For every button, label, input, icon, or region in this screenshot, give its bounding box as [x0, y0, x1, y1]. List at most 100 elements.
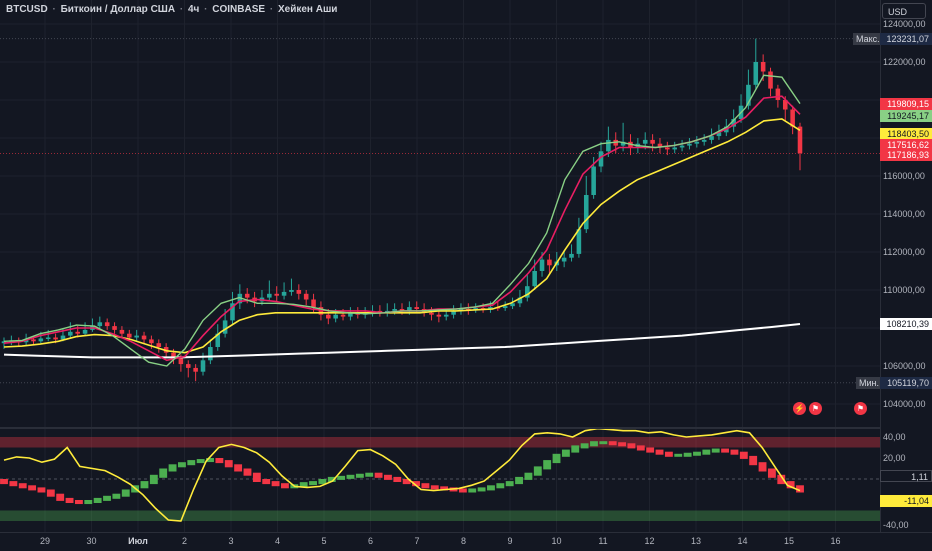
candle-body [45, 337, 51, 339]
price-tag: 108210,39 [880, 318, 932, 330]
candle-body [326, 314, 331, 319]
time-axis-label: 2 [181, 536, 188, 546]
candle-body [222, 320, 228, 334]
osc-tick-label: 20,00 [883, 453, 906, 463]
legend-symbol[interactable]: BTCUSD [6, 4, 48, 15]
currency-button[interactable]: USD [882, 3, 926, 19]
candle-body [311, 299, 316, 308]
candle-body [134, 335, 139, 338]
osc-histogram-bar [56, 493, 65, 501]
osc-histogram-bar [533, 466, 542, 476]
max-value-tag: 123231,07 [880, 32, 932, 45]
candle-body [185, 364, 191, 368]
osc-histogram-bar [683, 452, 692, 457]
osc-histogram-bar [402, 479, 411, 485]
osc-histogram-bar [121, 489, 130, 497]
osc-histogram-bar [767, 468, 776, 478]
price-tick-label: 112000,00 [883, 247, 925, 257]
osc-histogram-bar [749, 455, 758, 466]
candle-body [392, 309, 397, 311]
candle-body [598, 151, 604, 167]
candle-body [68, 331, 73, 336]
osc-histogram-bar [177, 462, 186, 468]
chart-legend[interactable]: BTCUSD · Биткоин / Доллар США · 4ч · COI… [6, 4, 337, 15]
osc-histogram-bar [590, 441, 598, 447]
candle-body [665, 147, 670, 150]
candle-body [775, 88, 781, 100]
osc-histogram-bar [580, 443, 589, 449]
osc-histogram-bar [430, 485, 439, 490]
max-label: Макс. [853, 32, 883, 45]
osc-histogram-bar [786, 481, 795, 489]
price-scale[interactable] [880, 0, 932, 532]
osc-value-tag: -11,04 [880, 494, 932, 507]
candle-body [746, 84, 751, 106]
candle-body [267, 293, 272, 298]
osc-histogram-bar [74, 500, 83, 505]
candle-body [760, 62, 766, 72]
candle-body [473, 308, 478, 310]
candle-body [694, 141, 700, 144]
candle-body [414, 307, 420, 309]
candle-body [215, 333, 221, 347]
candle-body [156, 343, 162, 347]
legend-chart-style: Хейкен Аши [277, 4, 338, 15]
price-tick-label: 110000,00 [883, 285, 925, 295]
osc-histogram-bar [505, 481, 514, 487]
osc-histogram-bar [196, 459, 205, 464]
candle-body [591, 166, 596, 195]
osc-histogram-bar [65, 497, 74, 503]
candle-body [620, 141, 626, 146]
candle-body [650, 139, 655, 144]
osc-histogram-bar [112, 493, 121, 499]
legend-interval: 4ч [187, 4, 200, 15]
time-axis-label: 29 [39, 536, 51, 546]
osc-histogram-bar [28, 485, 37, 491]
osc-histogram-bar [149, 474, 158, 485]
price-tick-label: 114000,00 [883, 209, 925, 219]
osc-histogram-bar [234, 464, 243, 472]
osc-histogram-bar [524, 472, 533, 480]
osc-tick-label: -40,00 [883, 520, 909, 530]
osc-histogram-bar [571, 445, 580, 453]
osc-histogram-bar [468, 488, 477, 493]
candle-body [149, 339, 154, 344]
legend-separator: · [269, 4, 274, 15]
candle-body [274, 293, 279, 296]
candle-body [782, 100, 788, 110]
oversold-band [0, 510, 880, 521]
candle-body [709, 136, 714, 140]
osc-histogram-bar [440, 486, 449, 491]
osc-histogram-bar [543, 460, 552, 470]
candle-body [679, 145, 685, 148]
flag-icon[interactable]: ⚑ [854, 402, 867, 415]
candle-body [606, 139, 611, 152]
price-tick-label: 104000,00 [883, 399, 926, 409]
lightning-icon[interactable]: ⚡ [793, 402, 806, 415]
osc-histogram-bar [103, 495, 111, 501]
candle-body [451, 310, 456, 315]
candle-body [657, 143, 663, 148]
candle-body [127, 333, 132, 338]
legend-separator: · [204, 4, 208, 15]
candle-body [488, 307, 493, 309]
flag-icon[interactable]: ⚑ [809, 402, 822, 415]
osc-histogram-bar [608, 441, 617, 446]
time-axis-label: 14 [737, 536, 748, 546]
time-axis[interactable] [0, 532, 932, 551]
price-tick-label: 122000,00 [883, 57, 926, 67]
candle-body [768, 71, 773, 89]
candle-body [75, 331, 80, 334]
candle-body [281, 291, 287, 296]
sma-long-line [3, 323, 801, 359]
osc-value-tag: 1,11 [880, 469, 932, 482]
price-chart-svg[interactable] [0, 0, 880, 532]
osc-histogram-bar [9, 481, 18, 487]
main-chart-area[interactable] [0, 0, 880, 532]
legend-exchange: COINBASE [212, 4, 266, 15]
osc-histogram-bar [46, 489, 55, 497]
osc-histogram-bar [674, 453, 683, 457]
candle-body [547, 259, 552, 266]
candle-body [429, 312, 434, 315]
osc-histogram-bar [187, 460, 196, 466]
